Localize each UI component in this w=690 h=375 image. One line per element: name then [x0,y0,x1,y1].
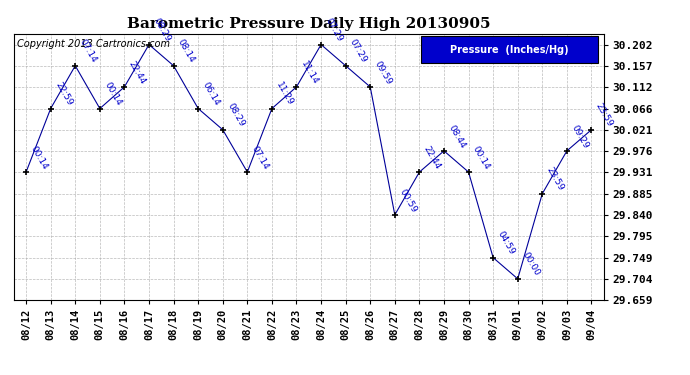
Text: 07:14: 07:14 [250,144,270,171]
Text: 00:00: 00:00 [520,251,541,278]
Text: 11:29: 11:29 [275,81,295,108]
Text: 23:59: 23:59 [594,102,615,129]
Text: 00:14: 00:14 [102,81,123,108]
Text: 07:29: 07:29 [324,17,344,44]
Text: 00:59: 00:59 [397,187,418,214]
Text: 22:59: 22:59 [53,81,74,108]
Text: Copyright 2013 Cartronics.com: Copyright 2013 Cartronics.com [17,39,170,49]
Text: 00:14: 00:14 [471,144,492,171]
Text: 06:14: 06:14 [201,81,221,108]
Text: 08:44: 08:44 [446,123,467,150]
Text: 08:29: 08:29 [151,17,172,44]
Text: 09:29: 09:29 [569,123,590,150]
Text: 09:59: 09:59 [373,59,393,86]
Text: 00:14: 00:14 [28,144,49,171]
Text: 11:14: 11:14 [299,59,319,86]
Text: Pressure  (Inches/Hg): Pressure (Inches/Hg) [450,45,569,55]
Text: 23:59: 23:59 [545,166,565,193]
Text: 04:59: 04:59 [495,230,516,257]
Bar [421,36,598,63]
Text: 08:14: 08:14 [176,38,197,65]
Text: 22:44: 22:44 [422,145,442,171]
Text: 07:14: 07:14 [78,38,99,65]
Text: 07:29: 07:29 [348,38,368,65]
Text: 08:29: 08:29 [225,102,246,129]
Text: 22:44: 22:44 [127,60,148,86]
Title: Barometric Pressure Daily High 20130905: Barometric Pressure Daily High 20130905 [127,17,491,31]
